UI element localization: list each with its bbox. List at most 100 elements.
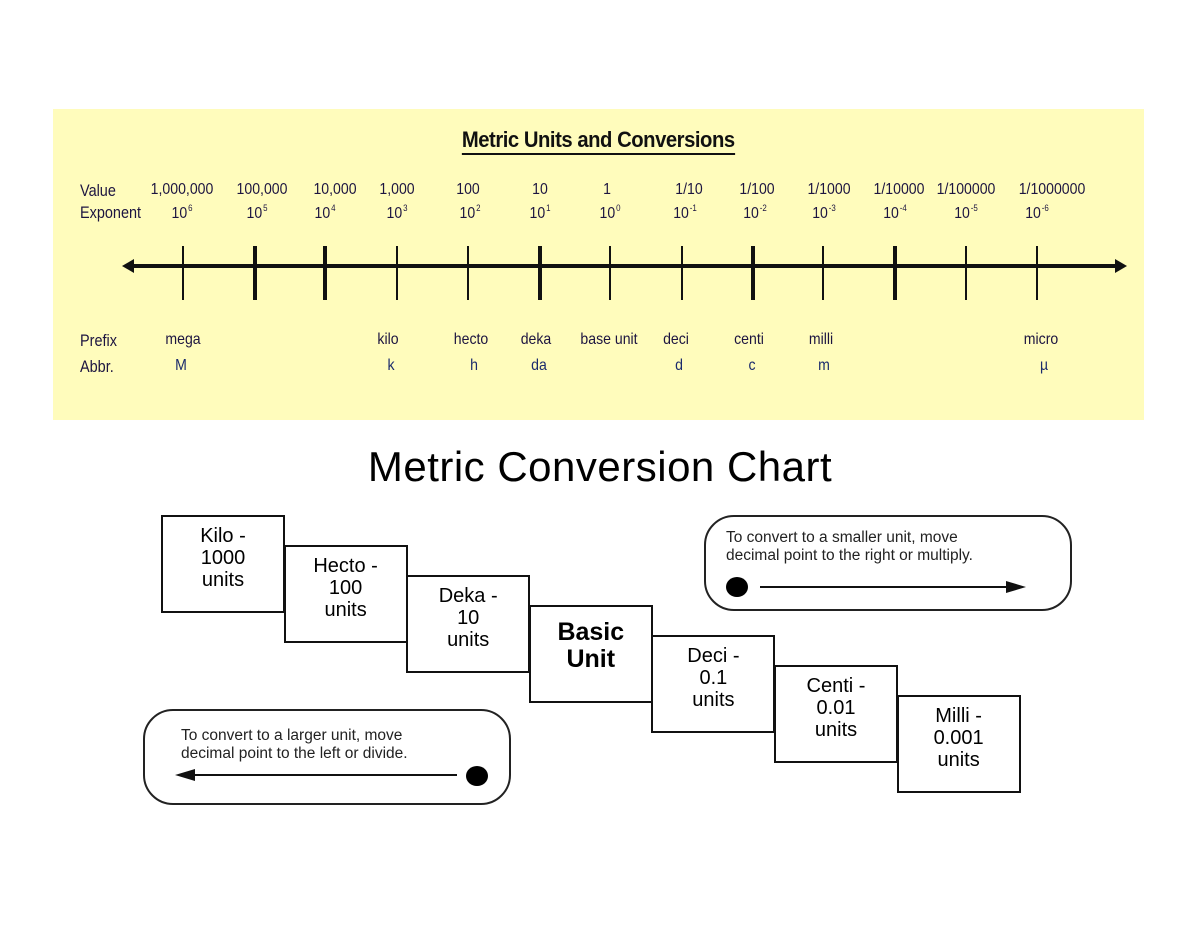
abbr-cell: d [675,357,683,374]
unit-step-label: Milli - 0.001 units [933,705,984,771]
abbr-cell: M [175,357,187,374]
arrow-right-icon [1115,259,1127,273]
abbr-cell: m [818,357,830,374]
tick-mark [893,246,897,300]
note-smaller-text: To convert to a smaller unit, move decim… [726,529,973,564]
value-cell: 1/100000 [936,181,996,198]
prefix-cell: deci [663,331,689,348]
abbr-cell: c [748,357,756,374]
unit-step-box: Centi - 0.01 units [774,665,898,763]
unit-step-box: Milli - 0.001 units [896,695,1021,793]
exponent-power: -2 [759,203,767,213]
value-row-label: Value [80,181,116,200]
prefix-cell: micro [1023,331,1059,348]
exponent-cell: 105 [247,203,268,223]
abbr-cell: da [531,357,547,374]
exponent-cell: 106 [172,203,193,223]
exponent-power: -5 [970,203,978,213]
tick-mark [609,246,611,300]
abbr-row-label: Abbr. [80,357,114,376]
exponent-base: 10 [459,205,476,222]
exponent-base: 10 [883,205,899,222]
value-cell: 1 [603,181,611,198]
exponent-cell: 104 [315,203,336,223]
prefix-cell: mega [165,331,201,348]
arrow-left-icon [175,769,195,781]
value-cell: 100 [456,181,480,198]
exponent-base: 10 [599,205,616,222]
exponent-power: 1 [546,203,551,213]
unit-step-box: Hecto - 100 units [283,545,408,643]
arrow-line [195,774,457,776]
exponent-power: -6 [1041,203,1049,213]
dot-icon [466,766,488,786]
value-cell: 1/10000 [873,181,925,198]
arrow-left-icon [122,259,134,273]
value-cell: 1,000 [379,181,415,198]
exponent-cell: 102 [460,203,481,223]
tick-mark [182,246,184,300]
exponent-power: -3 [828,203,836,213]
exponent-power: 4 [331,203,336,213]
chart-title: Metric Conversion Chart [367,443,833,490]
tick-mark [1036,246,1038,300]
prefix-cell: hecto [453,331,489,348]
prefix-cell: kilo [377,331,399,348]
exponent-power: 6 [188,203,193,213]
exponent-base: 10 [246,205,263,222]
prefix-cell: base unit [580,331,638,348]
exponent-cell: 10-1 [673,203,697,223]
exponent-base: 10 [529,205,546,222]
unit-step-label: Kilo - 1000 units [200,525,246,591]
arrow-line [760,586,1010,588]
tick-mark [965,246,967,300]
unit-step-box: Deka - 10 units [406,575,531,673]
number-line [128,264,1121,268]
exponent-base: 10 [743,205,759,222]
exponent-cell: 103 [387,203,408,223]
unit-step-label: Deci - 0.1 units [687,645,740,711]
abbr-cell: h [470,357,478,374]
exponent-cell: 100 [600,203,621,223]
exponent-base: 10 [954,205,970,222]
tick-mark [751,246,755,300]
value-cell: 1/10 [675,181,703,198]
tick-mark [538,246,542,300]
exponent-cell: 10-4 [883,203,907,223]
exponent-cell: 10-6 [1025,203,1049,223]
value-cell: 100,000 [236,181,288,198]
note-larger-unit: To convert to a larger unit, move decima… [143,709,511,805]
exponent-power: 0 [616,203,621,213]
exponent-base: 10 [812,205,828,222]
value-cell: 1/100 [739,181,775,198]
value-cell: 10,000 [313,181,357,198]
exponent-base: 10 [673,205,689,222]
dot-icon [726,577,748,597]
tick-mark [822,246,824,300]
tick-mark [323,246,327,300]
exponent-power: 5 [263,203,268,213]
note-smaller-unit: To convert to a smaller unit, move decim… [704,515,1072,611]
exponent-power: 2 [476,203,481,213]
exponent-power: -4 [899,203,907,213]
unit-step-label: Hecto - 100 units [313,555,378,621]
exponent-cell: 101 [530,203,551,223]
prefix-cell: centi [734,331,764,348]
panel-title: Metric Units and Conversions [53,127,1144,155]
value-cell: 1/1000 [807,181,851,198]
exponent-base: 10 [386,205,403,222]
exponent-cell: 10-2 [743,203,767,223]
unit-step-box: Deci - 0.1 units [651,635,776,733]
tick-mark [253,246,257,300]
exponent-base: 10 [1025,205,1041,222]
unit-step-label: Deka - 10 units [438,585,498,651]
exponent-power: 3 [403,203,408,213]
exponent-row-label: Exponent [80,203,142,222]
exponent-cell: 10-5 [954,203,978,223]
unit-step-label: Basic Unit [557,618,625,673]
arrow-right-icon [1006,581,1026,593]
tick-mark [681,246,683,300]
exponent-base: 10 [314,205,331,222]
prefix-cell: milli [808,331,834,348]
value-cell: 1/1000000 [1018,181,1086,198]
